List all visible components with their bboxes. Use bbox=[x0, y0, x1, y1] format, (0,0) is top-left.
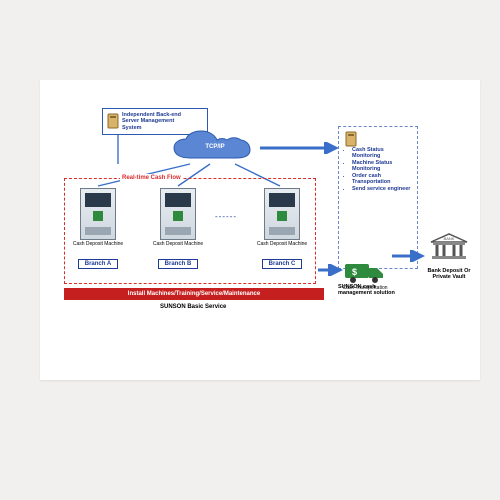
cash-deposit-machine: Cash Deposit Machine Branch C bbox=[256, 188, 308, 270]
cloud-label: TCP/IP bbox=[170, 144, 260, 150]
service-item: Send service engineer bbox=[352, 186, 412, 192]
install-service-bar: Install Machines/Training/Service/Mainte… bbox=[64, 288, 324, 300]
cash-deposit-machine: Cash Deposit Machine Branch B bbox=[152, 188, 204, 270]
machine-icon bbox=[80, 188, 116, 240]
machine-icon bbox=[264, 188, 300, 240]
svg-text:BANK: BANK bbox=[444, 236, 455, 241]
branch-tag: Branch C bbox=[262, 259, 303, 269]
truck-label: Cash Transportation bbox=[340, 286, 390, 292]
server-label: Independent Back-end Server Management S… bbox=[122, 112, 192, 131]
arrow-cloud-services bbox=[260, 142, 338, 154]
tcpip-cloud: TCP/IP bbox=[170, 130, 260, 166]
machine-label: Cash Deposit Machine bbox=[256, 242, 308, 248]
arrow-to-bank bbox=[392, 250, 426, 262]
bank-label: Bank Deposit Or Private Vault bbox=[426, 268, 472, 281]
machine-icon bbox=[160, 188, 196, 240]
bank-icon: BANK bbox=[429, 232, 469, 260]
server-icon bbox=[107, 113, 119, 129]
branch-tag: Branch A bbox=[78, 259, 118, 269]
service-item: Machine Status Monitoring bbox=[352, 160, 412, 172]
server-icon bbox=[345, 131, 357, 147]
services-list: Cash Status MonitoringMachine Status Mon… bbox=[344, 147, 412, 192]
cash-truck: $ Cash Transportation bbox=[340, 260, 390, 292]
basic-service-caption: SUNSON Basic Service bbox=[160, 304, 226, 310]
branch-tag: Branch B bbox=[158, 259, 199, 269]
machine-label: Cash Deposit Machine bbox=[152, 242, 204, 248]
cash-deposit-machine: Cash Deposit Machine Branch A bbox=[72, 188, 124, 270]
services-box: Cash Status MonitoringMachine Status Mon… bbox=[338, 126, 418, 269]
svg-text:$: $ bbox=[352, 267, 357, 277]
service-item: Cash Status Monitoring bbox=[352, 147, 412, 159]
ellipsis: ------ bbox=[215, 212, 237, 221]
bank-vault: BANK Bank Deposit Or Private Vault bbox=[426, 232, 472, 281]
machine-label: Cash Deposit Machine bbox=[72, 242, 124, 248]
service-item: Order cash Transportation bbox=[352, 173, 412, 185]
diagram-canvas: Independent Back-end Server Management S… bbox=[40, 80, 480, 380]
realtime-cashflow-label: Real-time Cash Flow bbox=[120, 174, 183, 182]
